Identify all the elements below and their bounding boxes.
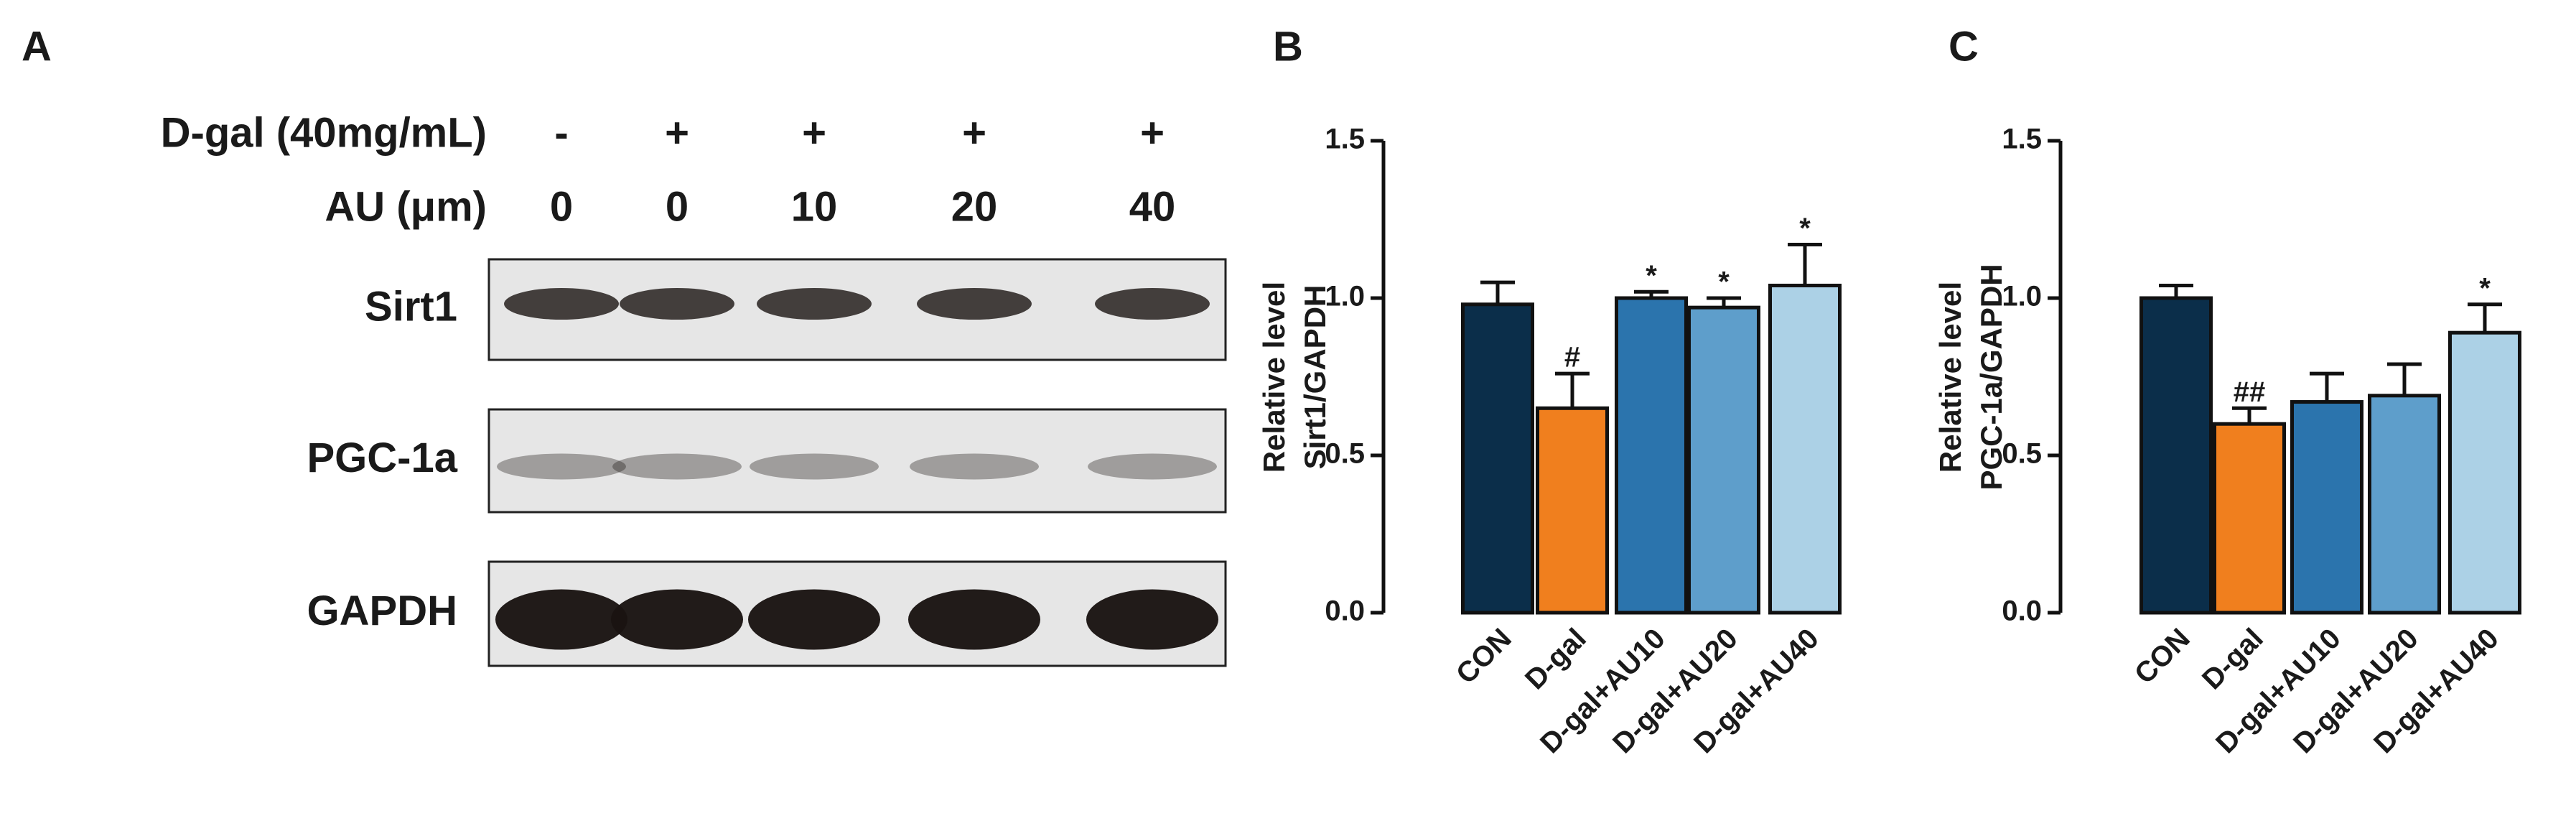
lane-label: + — [802, 109, 826, 156]
significance-mark: ## — [2234, 376, 2266, 408]
x-tick-label: CON — [1450, 623, 1518, 690]
lane-label: + — [1140, 109, 1165, 156]
x-tick-label: D-gal — [2196, 623, 2269, 696]
y-tick-label: 0.5 — [1325, 438, 1365, 470]
y-axis-label: Relative level — [1257, 282, 1291, 473]
bar — [1687, 305, 1760, 615]
y-tick-label: 1.0 — [2002, 281, 2042, 312]
blot-band — [1095, 288, 1210, 320]
blot-band — [620, 288, 734, 320]
lane-label: 0 — [666, 183, 689, 230]
panel-label: C — [1949, 23, 1979, 70]
blot-panel — [487, 408, 1227, 514]
lane-label: + — [665, 109, 689, 156]
y-tick-label: 1.0 — [1325, 281, 1365, 312]
panel-label: A — [22, 23, 52, 70]
band-label: Sirt1 — [365, 283, 457, 330]
blot-band — [757, 288, 872, 320]
x-tick-label: D-gal — [1519, 623, 1592, 696]
significance-mark: * — [1799, 213, 1811, 244]
blot-band — [495, 589, 627, 650]
bar — [2290, 400, 2363, 615]
row-label: D-gal (40mg/mL) — [161, 109, 487, 156]
band-label: PGC-1a — [307, 435, 457, 481]
bar — [2213, 422, 2286, 615]
significance-mark: * — [1718, 266, 1730, 298]
y-axis-label: PGC-1a/GAPDH — [1974, 264, 2008, 490]
row-label: AU (μm) — [325, 183, 487, 230]
significance-mark: * — [2479, 272, 2491, 304]
panel-label: B — [1273, 23, 1303, 70]
blot-band — [748, 589, 880, 650]
y-axis-label: Relative level — [1933, 282, 1967, 473]
lane-label: 20 — [951, 183, 998, 230]
blot-band — [612, 453, 742, 480]
significance-mark: # — [1564, 342, 1580, 374]
y-axis-label: Sirt1/GAPDH — [1298, 285, 1332, 470]
y-tick-label: 0.5 — [2002, 438, 2042, 470]
blot-band — [504, 288, 619, 320]
x-tick-label: CON — [2129, 623, 2196, 690]
y-tick-label: 1.5 — [2002, 124, 2042, 155]
bar — [2448, 330, 2521, 615]
band-label: GAPDH — [307, 588, 457, 634]
y-tick-label: 0.0 — [2002, 595, 2042, 627]
blot-band — [910, 453, 1039, 480]
lane-label: - — [554, 109, 568, 156]
bar — [1536, 406, 1609, 615]
lane-label: 10 — [791, 183, 838, 230]
significance-mark: * — [1646, 260, 1657, 292]
lane-label: + — [962, 109, 986, 156]
blot-band — [750, 453, 879, 480]
blot-band — [497, 453, 626, 480]
y-tick-label: 0.0 — [1325, 595, 1365, 627]
bar — [2139, 296, 2213, 615]
lane-label: 0 — [550, 183, 573, 230]
blot-band — [1088, 453, 1217, 480]
blot-band — [908, 589, 1040, 650]
y-tick-label: 1.5 — [1325, 124, 1365, 155]
blot-band — [917, 288, 1032, 320]
bar — [1615, 296, 1688, 615]
bar — [2368, 394, 2441, 615]
blot-band — [611, 589, 743, 650]
bar — [1461, 302, 1534, 615]
blot-band — [1086, 589, 1218, 650]
bar — [1768, 283, 1842, 615]
lane-label: 40 — [1129, 183, 1176, 230]
